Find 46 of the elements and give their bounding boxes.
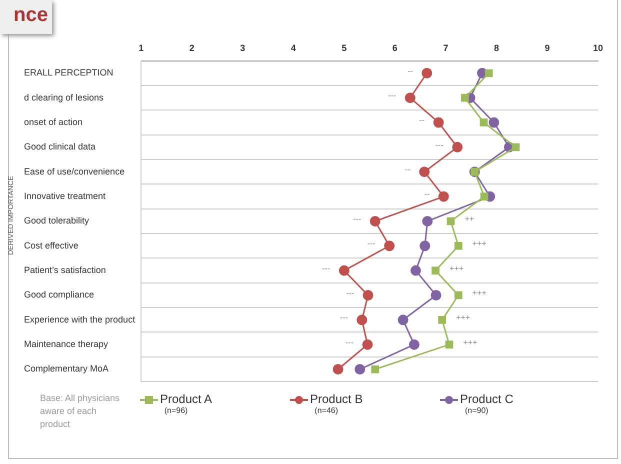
- annotation: ---: [322, 264, 330, 273]
- x-tick-label: 5: [342, 42, 347, 53]
- annotation: --: [424, 190, 430, 199]
- y-tick-label: Experience with the product: [24, 314, 136, 324]
- text: Base: All physicians aware of each product: [40, 392, 120, 431]
- y-tick-label: Good tolerability: [24, 216, 90, 226]
- annotation: ---: [340, 313, 348, 322]
- annotation: +++: [472, 239, 487, 248]
- annotation: ---: [346, 288, 354, 298]
- x-tick-label: 3: [240, 42, 246, 53]
- x-tick-label: 4: [290, 42, 296, 53]
- x-tick-label: 8: [494, 42, 499, 53]
- annotation: +++: [472, 288, 487, 298]
- annotation: ---: [435, 140, 444, 150]
- y-tick-label: onset of action: [24, 116, 83, 127]
- annotation: --: [419, 116, 425, 125]
- legend-label: Product C (n=90): [459, 392, 514, 415]
- annotation: --: [405, 165, 411, 174]
- x-tick-label: 9: [544, 42, 550, 53]
- x-tick-label: 2: [189, 42, 194, 53]
- annotation: +++: [450, 264, 464, 273]
- annotation: ---: [367, 239, 376, 248]
- legend-label: Product B (n=46): [309, 392, 363, 415]
- y-tick-label: d clearing of lesions: [24, 92, 104, 102]
- x-tick-label: 10: [592, 42, 604, 53]
- y-tick-label: ERALL PERCEPTION: [24, 68, 114, 78]
- y-tick-label: Good compliance: [24, 290, 94, 300]
- y-tick-label: Patient’s satisfaction: [24, 265, 106, 276]
- y-tick-label: Good clinical data: [24, 142, 96, 152]
- y-tick-label: Cost effective: [24, 240, 78, 250]
- x-tick-label: 7: [443, 42, 448, 53]
- callout-card: nce: [0, 0, 52, 34]
- y-tick-label: Innovative treatment: [24, 191, 106, 202]
- annotation: +++: [456, 313, 470, 322]
- annotation: ---: [388, 91, 396, 100]
- y-tick-label: Complementary MoA: [24, 364, 109, 374]
- annotation: --: [408, 66, 414, 76]
- annotation: ++: [464, 214, 474, 224]
- x-tick-label: 1: [138, 42, 144, 53]
- y-tick-label: Ease of use/convenience: [24, 166, 125, 176]
- annotation: ---: [353, 214, 362, 224]
- legend-label: Product A (n=96): [159, 392, 212, 415]
- x-tick-label: 6: [392, 42, 398, 53]
- y-tick-label: Maintenance therapy: [24, 339, 109, 350]
- annotation: ---: [346, 338, 354, 347]
- annotation: +++: [463, 338, 478, 347]
